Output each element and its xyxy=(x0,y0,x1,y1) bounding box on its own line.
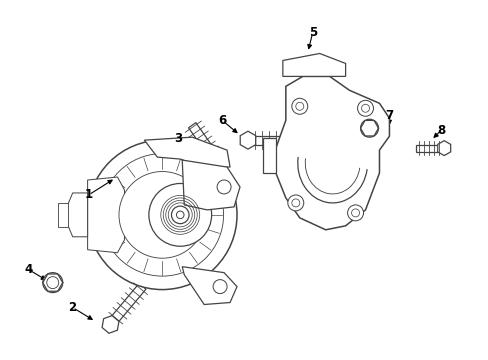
Circle shape xyxy=(291,98,307,114)
Text: 6: 6 xyxy=(218,114,226,127)
Circle shape xyxy=(171,206,189,224)
Circle shape xyxy=(42,273,62,293)
Polygon shape xyxy=(87,177,124,253)
Polygon shape xyxy=(240,131,255,149)
Circle shape xyxy=(213,280,226,293)
Circle shape xyxy=(87,140,237,289)
Polygon shape xyxy=(263,138,275,173)
Circle shape xyxy=(291,199,299,207)
Circle shape xyxy=(148,184,211,246)
Circle shape xyxy=(47,276,59,289)
Circle shape xyxy=(361,104,369,112)
Circle shape xyxy=(351,209,359,217)
Circle shape xyxy=(360,119,378,137)
Polygon shape xyxy=(58,203,67,227)
Polygon shape xyxy=(282,54,345,76)
Polygon shape xyxy=(182,160,240,210)
Text: 7: 7 xyxy=(385,109,393,122)
Circle shape xyxy=(347,205,363,221)
Text: 1: 1 xyxy=(84,188,93,202)
Polygon shape xyxy=(67,193,87,237)
Text: 4: 4 xyxy=(25,263,33,276)
Circle shape xyxy=(176,211,183,219)
Circle shape xyxy=(295,102,303,110)
Circle shape xyxy=(357,100,373,116)
Circle shape xyxy=(119,171,205,258)
Text: 5: 5 xyxy=(308,26,316,39)
Text: 3: 3 xyxy=(174,132,182,145)
Polygon shape xyxy=(144,137,229,167)
Polygon shape xyxy=(275,76,388,230)
Polygon shape xyxy=(102,316,119,333)
Polygon shape xyxy=(182,267,237,305)
Circle shape xyxy=(287,195,303,211)
Circle shape xyxy=(217,180,230,194)
Polygon shape xyxy=(437,141,450,156)
Text: 8: 8 xyxy=(436,124,445,137)
Text: 2: 2 xyxy=(68,301,77,314)
